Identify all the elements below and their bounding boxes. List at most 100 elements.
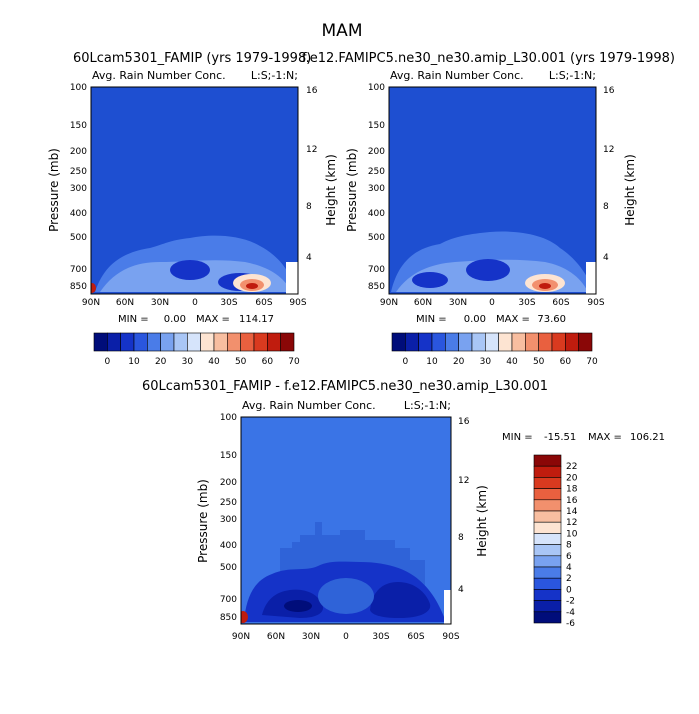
panel-b-core-2 <box>412 272 448 288</box>
colorbar-label: 0 <box>402 357 408 367</box>
panel-b-xaxis: 90N 60N 30N 0 30S 60S 90S <box>380 298 605 308</box>
panel-c-y2label: Height (km) <box>475 485 489 556</box>
colorbar-swatch <box>445 332 459 352</box>
panel-c-xaxis: 90N 60N 30N 0 30S 60S 90S <box>232 632 460 642</box>
panel-a-xtick: 30N <box>151 298 169 308</box>
panel-a-pole-max <box>91 283 96 293</box>
colorbar-swatch <box>551 332 566 352</box>
panel-b-xtick: 90N <box>380 298 398 308</box>
panel-c-y2tick: 8 <box>458 533 464 543</box>
panel-c-min-label: MIN = <box>502 432 533 443</box>
colorbar-swatch <box>511 332 526 352</box>
panel-c-min-value: -15.51 <box>544 432 576 443</box>
panel-c-field <box>241 417 451 624</box>
colorbar-label: 50 <box>235 357 247 367</box>
colorbar-swatch <box>533 611 562 624</box>
panel-a-xtick: 60S <box>255 298 272 308</box>
panel-a-ytick: 700 <box>70 265 87 275</box>
colorbar-swatch <box>533 566 562 579</box>
colorbar-label: 14 <box>566 507 578 517</box>
colorbar-label: 60 <box>560 357 572 367</box>
colorbar-label: 16 <box>566 496 578 506</box>
panel-a-max-label: MAX = <box>196 314 230 325</box>
panel-a-ytick: 500 <box>70 233 87 243</box>
colorbar-label: 70 <box>288 357 300 367</box>
colorbar-swatch <box>173 332 188 352</box>
panel-b-colorbar: 0 10 20 30 40 50 60 70 <box>391 332 598 367</box>
colorbar-label: 60 <box>262 357 274 367</box>
panel-a-y2tick: 8 <box>306 202 312 212</box>
panel-c-xtick: 90S <box>442 632 459 642</box>
colorbar-label: 0 <box>104 357 110 367</box>
panel-b-min-label: MIN = <box>416 314 447 325</box>
panel-c-ytick: 100 <box>220 413 237 423</box>
panel-a-min-label: MIN = <box>118 314 149 325</box>
colorbar-swatch <box>533 499 562 512</box>
panel-c-missing <box>444 590 451 624</box>
colorbar-label: 70 <box>586 357 598 367</box>
colorbar-swatch <box>578 332 593 352</box>
panel-c-ytick: 400 <box>220 541 237 551</box>
panel-c-max-label: MAX = <box>588 432 622 443</box>
panel-b-frame <box>388 86 597 295</box>
panel-c-pole-max <box>241 611 248 623</box>
panel-c-variable: Avg. Rain Number Conc. <box>242 399 376 412</box>
colorbar-label: 10 <box>566 529 578 539</box>
colorbar-swatch <box>200 332 215 352</box>
colorbar-swatch <box>160 332 175 352</box>
colorbar-swatch <box>498 332 513 352</box>
panel-b-max-core <box>539 283 551 289</box>
panel-c-negative-min <box>284 600 312 612</box>
panel-a-min-value: 0.00 <box>164 314 186 325</box>
colorbar-swatch <box>533 600 562 613</box>
panel-c-ytick: 300 <box>220 515 237 525</box>
panel-b-stats: MIN = 0.00 MAX = 73.60 <box>416 314 566 325</box>
panel-c-xtick: 60S <box>407 632 424 642</box>
panel-a-title: 60Lcam5301_FAMIP (yrs 1979-1998) <box>73 51 311 66</box>
panel-b-xtick: 90S <box>587 298 604 308</box>
colorbar-swatch <box>133 332 148 352</box>
panel-a-xtick: 30S <box>220 298 237 308</box>
panel-b-xtick: 60S <box>552 298 569 308</box>
colorbar-label: 10 <box>128 357 140 367</box>
panel-c-xtick: 30S <box>372 632 389 642</box>
panel-c-ytick: 850 <box>220 613 237 623</box>
panel-a-xtick: 90N <box>82 298 100 308</box>
panel-b-ytick: 400 <box>368 209 385 219</box>
colorbar-label: -4 <box>566 608 575 618</box>
panel-a-ytick: 150 <box>70 121 87 131</box>
colorbar-label: 40 <box>506 357 518 367</box>
colorbar-swatch <box>533 521 562 534</box>
panel-a-frame <box>90 86 299 295</box>
colorbar-label: 0 <box>566 585 572 595</box>
colorbar-swatch <box>538 332 553 352</box>
colorbar-label: 6 <box>566 552 572 562</box>
colorbar-swatch <box>93 332 108 352</box>
panel-c-yaxis: 100 150 200 250 300 400 500 700 850 <box>220 413 237 623</box>
panel-b-max-label: MAX = <box>496 314 530 325</box>
panel-c-title: 60Lcam5301_FAMIP - f.e12.FAMIPC5.ne30_ne… <box>142 379 548 394</box>
panel-b-y2tick: 4 <box>603 253 609 263</box>
panel-b-y2tick: 8 <box>603 202 609 212</box>
panel-c-ytick: 700 <box>220 595 237 605</box>
colorbar-swatch <box>240 332 255 352</box>
colorbar-swatch <box>267 332 281 352</box>
panel-a-y2tick: 12 <box>306 145 317 155</box>
panel-b-ytick: 700 <box>368 265 385 275</box>
panel-b-variable: Avg. Rain Number Conc. <box>390 69 524 82</box>
panel-b-y2label: Height (km) <box>623 154 637 225</box>
colorbar-swatch <box>431 332 446 352</box>
panel-a-corner-label: L:S;-1:N; <box>251 69 298 82</box>
colorbar-swatch <box>147 332 161 352</box>
panel-c-y2tick: 4 <box>458 585 464 595</box>
colorbar-label: 30 <box>182 357 194 367</box>
panel-a-ytick: 850 <box>70 282 87 292</box>
panel-a-yaxis: 100 150 200 250 300 400 500 700 850 <box>70 83 87 292</box>
panel-b-ytick: 100 <box>368 83 385 93</box>
colorbar-swatch <box>187 332 201 352</box>
colorbar-swatch <box>418 332 433 352</box>
colorbar-swatch <box>533 533 562 545</box>
panel-c-corner-label: L:S;-1:N; <box>404 399 451 412</box>
